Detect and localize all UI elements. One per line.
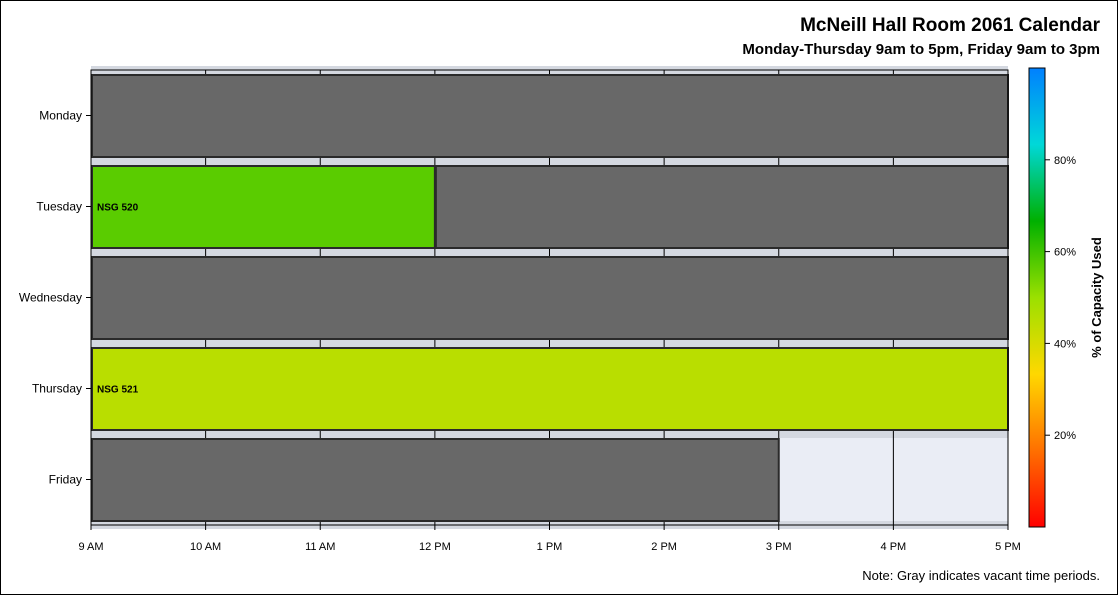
- x-tick-label: 5 PM: [995, 541, 1021, 553]
- x-tick-label: 3 PM: [766, 541, 792, 553]
- colorbar-label: % of Capacity Used: [1089, 237, 1104, 358]
- chart-title: McNeill Hall Room 2061 Calendar: [800, 15, 1100, 36]
- block-label: NSG 521: [97, 385, 139, 396]
- x-tick-label: 1 PM: [537, 541, 563, 553]
- x-tick-label: 2 PM: [651, 541, 677, 553]
- y-tick-label: Thursday: [32, 382, 82, 396]
- booked-block: [91, 165, 436, 249]
- booked-block: [91, 347, 1009, 431]
- vacant-block: [91, 438, 780, 522]
- colorbar-tick-label: 60%: [1054, 247, 1076, 259]
- colorbar-tick-label: 20%: [1054, 430, 1076, 442]
- colorbar: [1028, 67, 1046, 528]
- x-tick-label: 4 PM: [881, 541, 907, 553]
- x-tick-label: 10 AM: [190, 541, 221, 553]
- x-tick-label: 12 PM: [419, 541, 451, 553]
- y-tick-label: Tuesday: [36, 200, 82, 214]
- x-tick-label: 9 AM: [78, 541, 103, 553]
- x-tick-label: 11 AM: [305, 541, 335, 553]
- vacant-block: [434, 165, 1009, 249]
- block-label: NSG 520: [97, 203, 139, 214]
- chart-subtitle: Monday-Thursday 9am to 5pm, Friday 9am t…: [742, 41, 1100, 58]
- y-tick-label: Friday: [49, 473, 82, 487]
- vacant-block: [91, 74, 1009, 158]
- chart-note: Note: Gray indicates vacant time periods…: [862, 568, 1100, 583]
- colorbar-tick-label: 80%: [1054, 155, 1076, 167]
- vacant-block: [91, 256, 1009, 340]
- y-tick-label: Monday: [39, 109, 82, 123]
- colorbar-tick-label: 40%: [1054, 338, 1076, 350]
- y-tick-label: Wednesday: [19, 291, 82, 305]
